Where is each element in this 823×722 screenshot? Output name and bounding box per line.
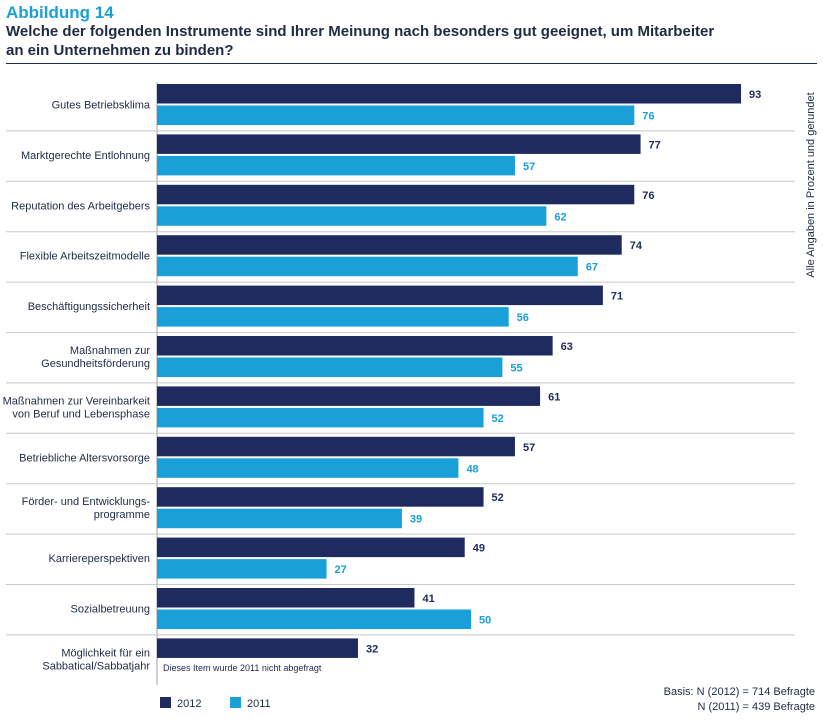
- bar-2012: [157, 436, 515, 457]
- bar-2011: [157, 105, 635, 125]
- category-label: Marktgerechte Entlohnung: [21, 150, 150, 162]
- data-label-2012: 49: [473, 543, 485, 555]
- data-label-2011: 57: [523, 161, 535, 173]
- bar-2011: [157, 407, 484, 428]
- units-note: Alle Angaben in Prozent und gerundet: [801, 85, 821, 285]
- bar-2012: [157, 386, 541, 406]
- bar-2012: [157, 285, 603, 306]
- data-label-2011: 55: [510, 363, 522, 375]
- title-divider: [6, 63, 817, 64]
- not-surveyed-note: Dieses Item wurde 2011 nicht abgefragt: [163, 663, 322, 673]
- bar-2011: [157, 206, 547, 226]
- data-label-2012: 41: [422, 593, 434, 605]
- bar-2012: [157, 336, 553, 356]
- category-label: Flexible Arbeitszeitmodelle: [20, 251, 150, 263]
- legend-item-2011: 2011: [230, 697, 271, 710]
- data-label-2012: 57: [523, 442, 535, 454]
- basis-line-2012: Basis: N (2012) = 714 Befragte: [663, 686, 815, 698]
- bar-2011: [157, 458, 459, 478]
- data-label-2011: 76: [642, 111, 654, 123]
- basis-line-2011: N (2011) = 439 Befragte: [697, 701, 815, 713]
- data-label-2011: 52: [492, 413, 504, 425]
- data-label-2011: 56: [517, 312, 529, 324]
- data-label-2012: 93: [749, 89, 761, 101]
- data-label-2012: 61: [548, 391, 560, 403]
- category-label: Gesundheitsförderung: [41, 358, 150, 370]
- category-label: Maßnahmen zur Vereinbarkeit: [3, 395, 150, 407]
- legend-item-2012: 2012: [160, 697, 201, 710]
- bar-2011: [157, 155, 515, 176]
- category-label: Reputation des Arbeitgebers: [11, 200, 150, 212]
- bar-2012: [157, 537, 465, 558]
- data-label-2012: 74: [630, 240, 643, 252]
- category-label: Sabbatical/Sabbatjahr: [42, 660, 150, 672]
- bar-2012: [157, 588, 415, 608]
- bar-2012: [157, 638, 358, 658]
- bar-2011: [157, 559, 327, 579]
- category-label: Möglichkeit für ein: [61, 647, 150, 659]
- data-label-2012: 77: [649, 139, 661, 151]
- units-note-text: Alle Angaben in Prozent und gerundet: [805, 92, 817, 278]
- data-label-2011: 67: [586, 262, 598, 274]
- category-label: programme: [94, 509, 150, 521]
- category-label: Gutes Betriebsklima: [52, 100, 151, 112]
- category-label: von Beruf und Lebensphase: [12, 408, 150, 420]
- bar-2011: [157, 508, 402, 529]
- data-label-2012: 63: [561, 341, 573, 353]
- data-label-2012: 76: [642, 190, 654, 202]
- category-label: Beschäftigungssicherheit: [28, 301, 150, 313]
- bar-2011: [157, 256, 578, 277]
- bar-2012: [157, 487, 484, 507]
- data-label-2011: 48: [466, 463, 478, 475]
- category-label: Maßnahmen zur: [70, 345, 150, 357]
- data-label-2011: 27: [335, 564, 347, 576]
- bar-2012: [157, 134, 641, 154]
- bar-2011: [157, 357, 503, 377]
- category-label: Förder- und Entwicklungs-: [22, 496, 151, 508]
- data-label-2011: 39: [410, 514, 422, 526]
- sample-basis: Basis: N (2012) = 714 Befragte N (2011) …: [664, 685, 815, 715]
- data-label-2012: 52: [492, 492, 504, 504]
- bar-2012: [157, 184, 635, 205]
- category-label: Betriebliche Altersvorsorge: [19, 452, 150, 464]
- bar-2012: [157, 235, 622, 255]
- category-label: Sozialbetreuung: [70, 604, 150, 616]
- bar-2011: [157, 609, 471, 629]
- data-label-2011: 50: [479, 615, 491, 627]
- data-label-2012: 32: [366, 643, 378, 655]
- bar-2011: [157, 307, 509, 327]
- data-label-2012: 71: [611, 291, 623, 303]
- legend-swatch-2012: [160, 697, 171, 708]
- figure-label: Abbildung 14: [6, 3, 114, 22]
- category-label: Karriereperspektiven: [49, 553, 151, 565]
- data-label-2011: 62: [554, 211, 566, 223]
- legend-label-2012: 2012: [177, 698, 202, 710]
- bar-2012: [157, 84, 742, 104]
- chart-title: Welche der folgenden Instrumente sind Ih…: [6, 23, 715, 59]
- legend-label-2011: 2011: [247, 698, 271, 710]
- legend-swatch-2011: [230, 697, 241, 708]
